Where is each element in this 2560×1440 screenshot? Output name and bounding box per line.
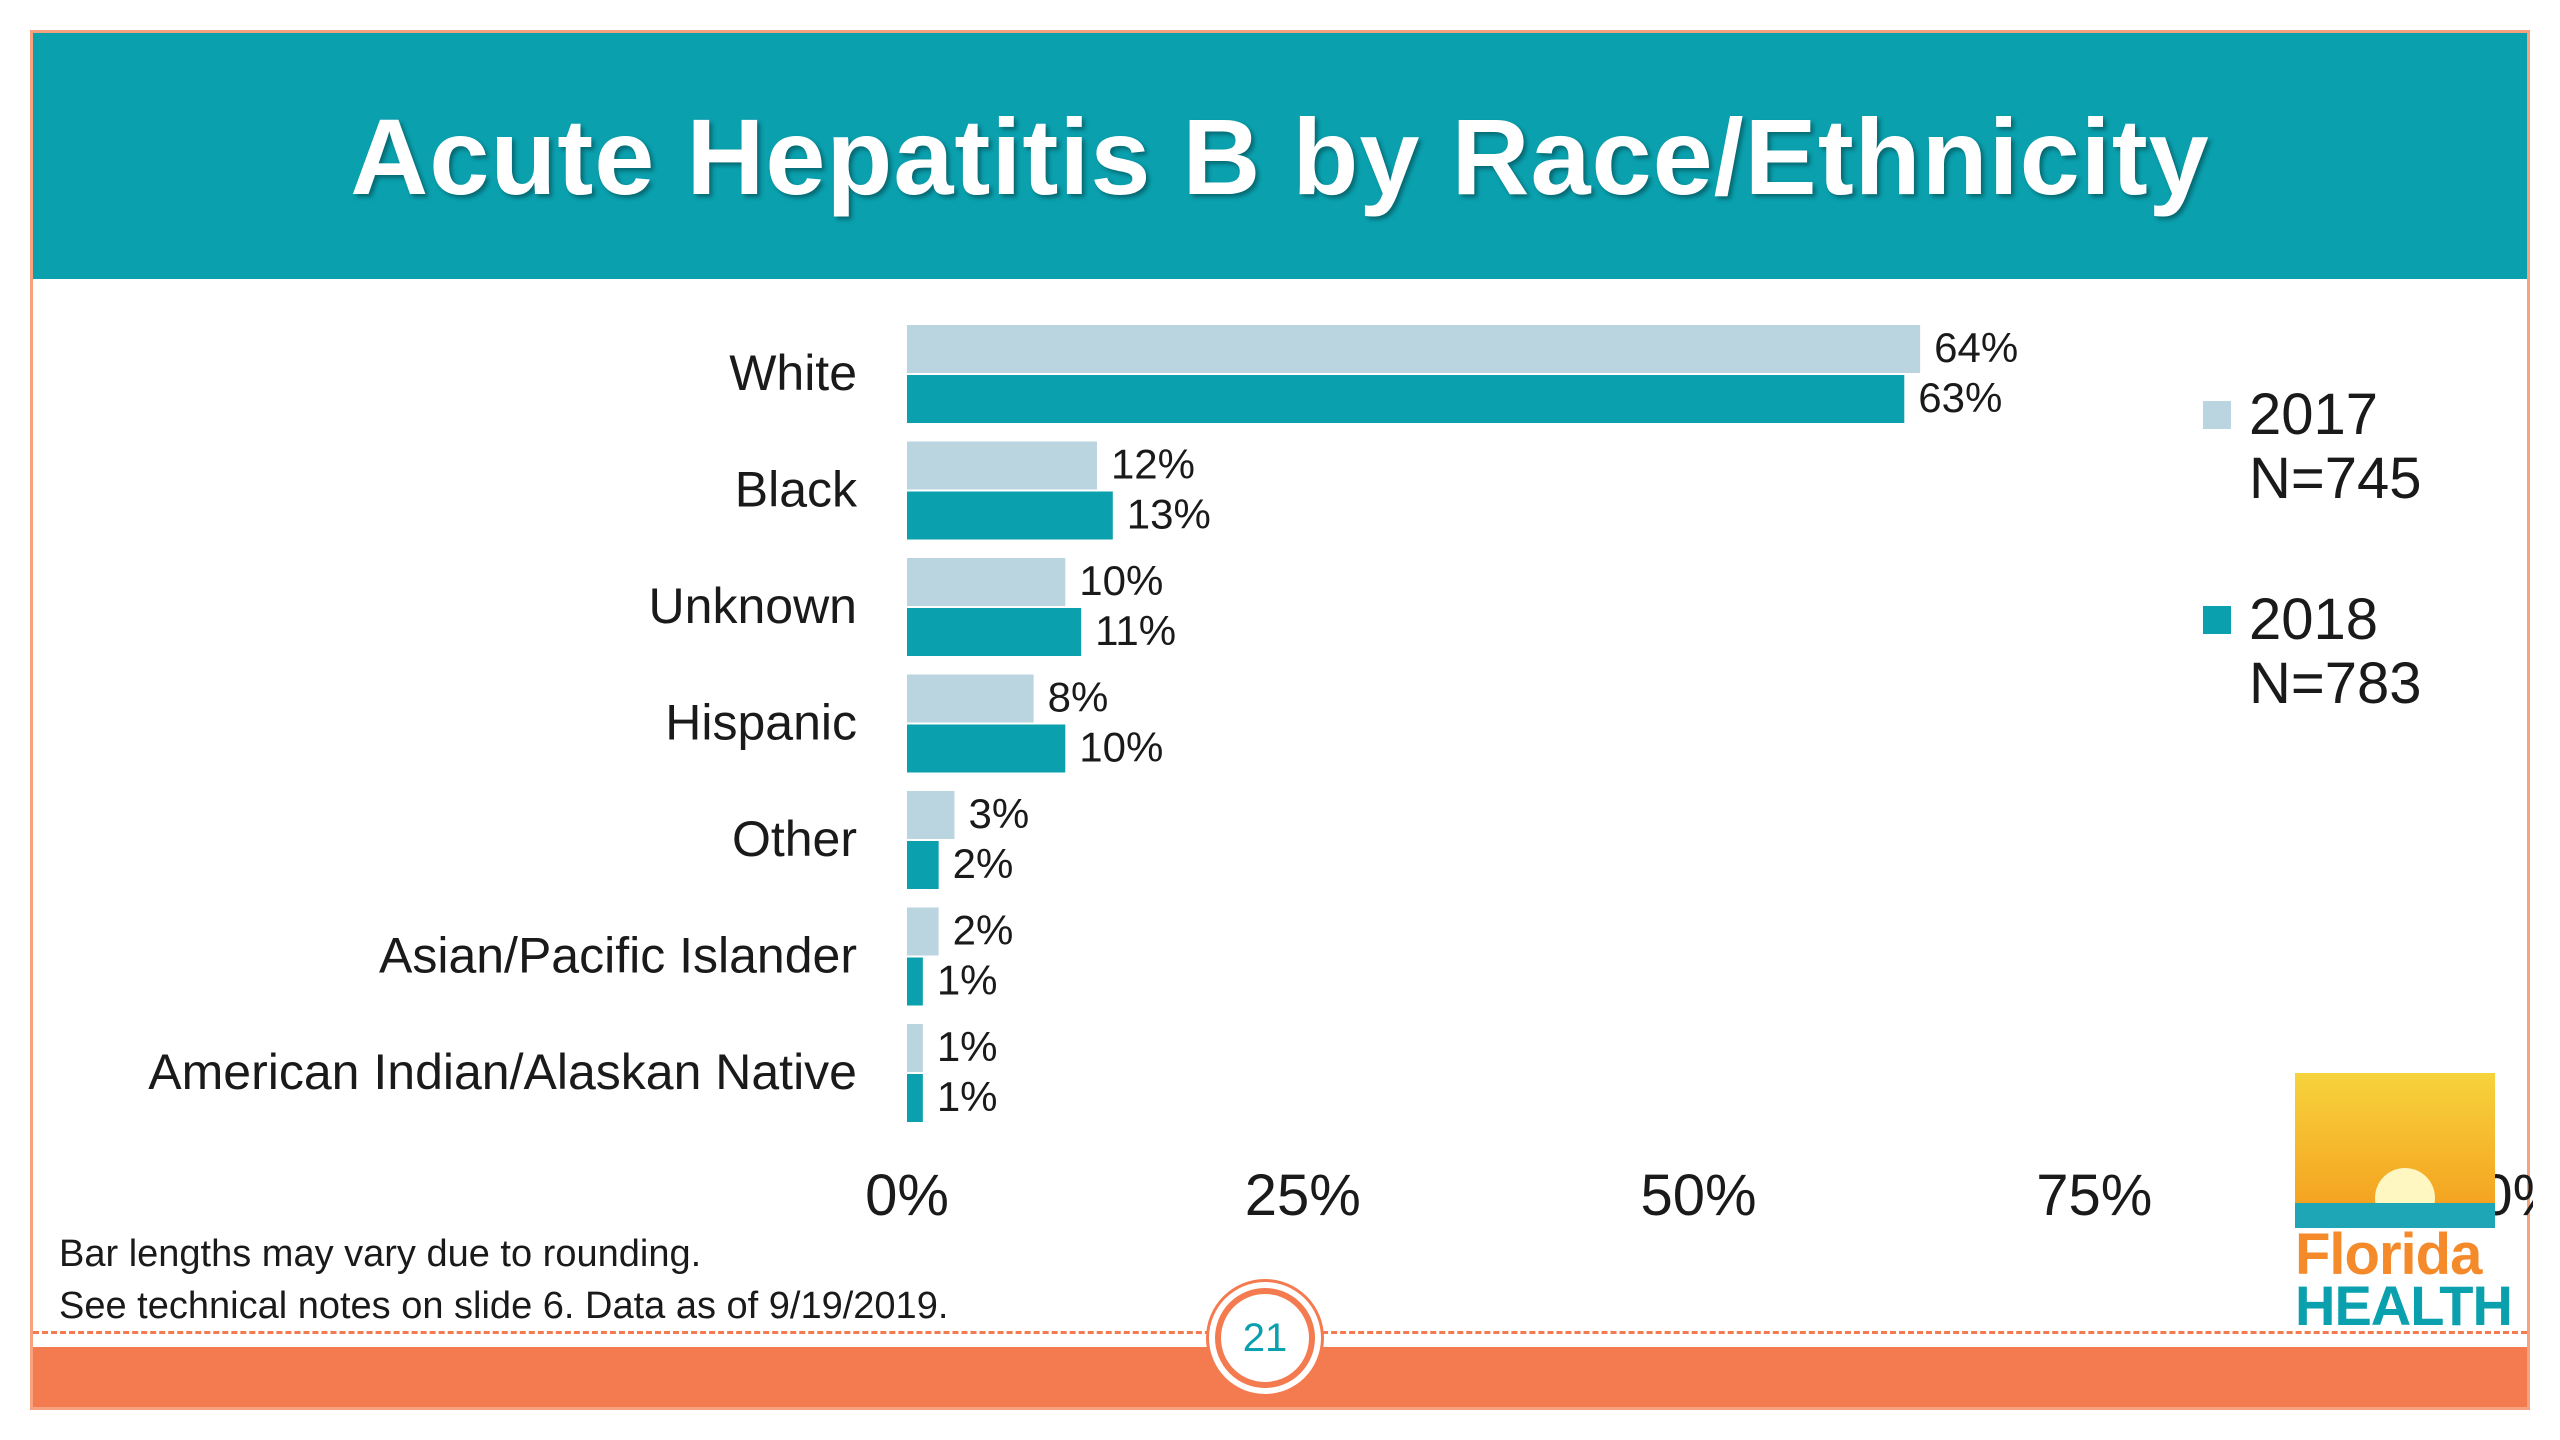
bar-2017 bbox=[907, 791, 955, 839]
category-label: American Indian/Alaskan Native bbox=[148, 1044, 857, 1100]
data-label-2017: 2% bbox=[953, 907, 1014, 954]
category-label: White bbox=[729, 345, 857, 401]
category-label: Black bbox=[735, 462, 858, 518]
data-label-2017: 1% bbox=[937, 1023, 998, 1070]
bar-2018 bbox=[907, 724, 1066, 773]
data-label-2017: 10% bbox=[1079, 557, 1163, 604]
legend-n-2018: N=783 bbox=[2249, 651, 2422, 716]
data-label-2017: 8% bbox=[1048, 674, 1109, 721]
data-label-2017: 12% bbox=[1111, 441, 1195, 488]
legend-swatch-2017 bbox=[2203, 401, 2231, 429]
x-tick-label: 50% bbox=[1640, 1163, 1756, 1228]
bar-2018 bbox=[907, 957, 923, 1006]
legend-swatch-2018 bbox=[2203, 606, 2231, 634]
bar-2018 bbox=[907, 491, 1113, 540]
bar-2017 bbox=[907, 325, 1921, 373]
x-tick-label: 0% bbox=[865, 1163, 949, 1228]
data-label-2018: 63% bbox=[1918, 374, 2002, 421]
data-label-2018: 1% bbox=[937, 1073, 998, 1120]
data-label-2017: 3% bbox=[968, 790, 1029, 837]
category-label: Hispanic bbox=[665, 695, 857, 751]
legend-year-2018: 2018 bbox=[2249, 587, 2379, 652]
data-label-2018: 10% bbox=[1079, 724, 1163, 771]
slide-title: Acute Hepatitis B by Race/Ethnicity bbox=[350, 95, 2210, 217]
bar-2018 bbox=[907, 1074, 923, 1122]
note-rounding: Bar lengths may vary due to rounding. bbox=[59, 1233, 702, 1275]
data-label-2018: 13% bbox=[1127, 491, 1211, 538]
data-label-2018: 1% bbox=[937, 957, 998, 1004]
title-bar: Acute Hepatitis B by Race/Ethnicity bbox=[33, 33, 2527, 279]
bar-2018 bbox=[907, 375, 1905, 423]
bar-2017 bbox=[907, 558, 1066, 606]
bar-2018 bbox=[907, 841, 939, 889]
x-tick-label: 25% bbox=[1245, 1163, 1361, 1228]
legend-year-2017: 2017 bbox=[2249, 382, 2379, 447]
data-label-2017: 64% bbox=[1934, 324, 2018, 371]
bar-2017 bbox=[907, 907, 939, 956]
bar-2018 bbox=[907, 608, 1082, 656]
legend-n-2017: N=745 bbox=[2249, 446, 2422, 511]
x-tick-label: 75% bbox=[2036, 1163, 2152, 1228]
data-label-2018: 11% bbox=[1095, 607, 1176, 654]
note-technical: See technical notes on slide 6. Data as … bbox=[59, 1285, 949, 1327]
category-label: Asian/Pacific Islander bbox=[379, 928, 857, 984]
page-number: 21 bbox=[1215, 1288, 1315, 1388]
bar-chart: White 64%63%Black 12%13%Unknown 10%11%Hispa… bbox=[148, 324, 2533, 1228]
category-label: Unknown bbox=[649, 578, 857, 634]
category-label: Other bbox=[732, 811, 857, 867]
logo-word-florida: Florida bbox=[2295, 1222, 2482, 1287]
bar-2017 bbox=[907, 441, 1097, 490]
slide: Acute Hepatitis B by Race/Ethnicity Whit… bbox=[30, 30, 2533, 1410]
florida-health-logo: Florida HEALTH bbox=[2295, 1073, 2513, 1337]
bar-2017 bbox=[907, 674, 1034, 723]
logo-word-health: HEALTH bbox=[2295, 1274, 2513, 1337]
sun-logo-icon bbox=[2295, 1073, 2495, 1228]
bar-2017 bbox=[907, 1024, 923, 1072]
data-label-2018: 2% bbox=[953, 840, 1014, 887]
